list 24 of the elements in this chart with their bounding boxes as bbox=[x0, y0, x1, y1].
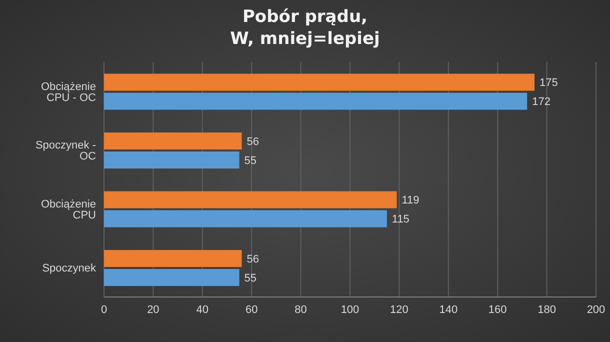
x-tick-label: 60 bbox=[245, 304, 258, 316]
data-label: 55 bbox=[244, 154, 257, 167]
data-label: 119 bbox=[402, 194, 420, 207]
data-label: 172 bbox=[532, 96, 550, 108]
x-tick-label: 120 bbox=[390, 304, 408, 316]
y-tick-label: Obciążenie CPU bbox=[40, 198, 96, 222]
chart-title: Pobór prądu, W, mniej=lepiej bbox=[229, 6, 381, 50]
data-label: 115 bbox=[392, 214, 410, 226]
data-label: 175 bbox=[540, 77, 558, 90]
x-tick-label: 140 bbox=[439, 304, 458, 316]
y-tick-label: Obciążenie CPU - OC bbox=[40, 80, 96, 104]
x-tick-label: 100 bbox=[340, 304, 360, 316]
x-tick-label: 160 bbox=[488, 304, 507, 316]
x-tick-label: 20 bbox=[147, 304, 160, 316]
x-tick-label: 200 bbox=[586, 304, 606, 316]
data-label: 56 bbox=[246, 253, 260, 266]
x-tick-label: 180 bbox=[538, 304, 556, 316]
x-tick-label: 0 bbox=[100, 304, 108, 316]
data-label: 55 bbox=[244, 272, 257, 284]
y-tick-label: Spoczynek - OC bbox=[35, 140, 96, 163]
y-tick-label: Spoczynek bbox=[42, 262, 96, 275]
x-tick-label: 80 bbox=[294, 304, 307, 316]
data-label: 56 bbox=[246, 136, 260, 148]
x-tick-label: 40 bbox=[196, 304, 209, 316]
